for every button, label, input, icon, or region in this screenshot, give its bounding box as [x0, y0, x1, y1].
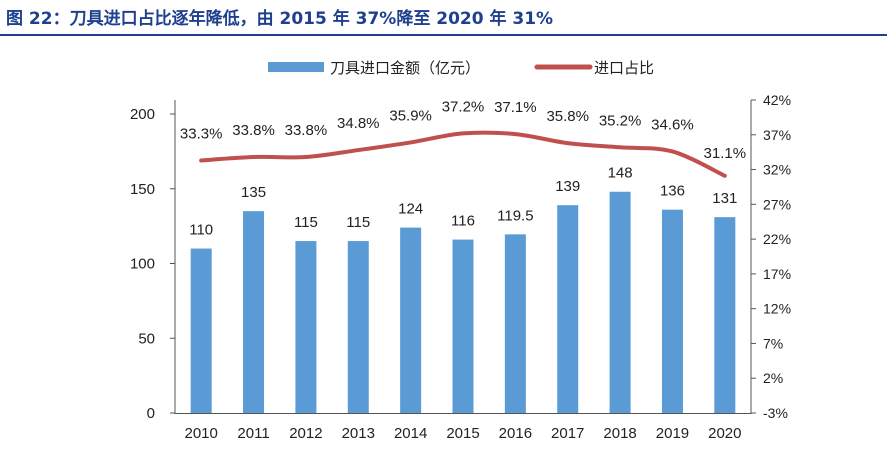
bar-2014	[400, 227, 422, 413]
line-value-label: 34.6%	[651, 116, 694, 133]
right-tick-label: -3%	[763, 405, 788, 421]
x-tick-label: 2016	[499, 425, 532, 442]
line-value-label: 35.8%	[546, 108, 589, 125]
line-point-2018	[619, 146, 621, 148]
line-value-label: 37.2%	[442, 98, 485, 115]
bar-value-label: 135	[241, 184, 266, 201]
right-tick-label: 2%	[763, 370, 783, 386]
bar-2011	[243, 211, 265, 413]
title-rule	[0, 34, 887, 36]
bar-2020	[714, 217, 736, 413]
right-tick-label: 12%	[763, 301, 791, 317]
right-tick-label: 37%	[763, 127, 791, 143]
right-tick-label: 42%	[763, 92, 791, 108]
line-point-2013	[357, 149, 359, 151]
right-tick-label: 27%	[763, 196, 791, 212]
line-point-2010	[200, 160, 202, 162]
legend-line-label: 进口占比	[594, 59, 654, 77]
x-ticks: 2010 2011 2012 2013 2014 2015 2016 2017 2018 2019…	[184, 425, 741, 442]
x-tick-label: 2020	[708, 425, 741, 442]
line-point-2015	[462, 132, 464, 134]
line-value-label: 35.2%	[599, 112, 642, 129]
bar-value-label: 124	[398, 201, 423, 218]
bar-2017	[557, 205, 579, 413]
left-tick-label: 100	[130, 256, 155, 273]
x-tick-label: 2018	[603, 425, 636, 442]
figure-title: 图 22：刀具进口占比逐年降低，由 2015 年 37%降至 2020 年 31…	[6, 9, 554, 29]
x-tick-label: 2015	[446, 425, 479, 442]
bar-value-label: 116	[451, 213, 475, 230]
right-tick-label: 22%	[763, 231, 791, 247]
line-series	[199, 130, 727, 178]
bar-2016	[504, 234, 526, 413]
line-labels: 33.3% 33.8% 33.8% 34.8% 35.9% 37.2% 37.1% 35.8%…	[180, 98, 746, 161]
line-value-label: 33.8%	[232, 122, 275, 139]
line-point-2014	[410, 141, 412, 143]
left-ticks: 0 50 100 150 200	[130, 106, 175, 422]
line-value-label: 31.1%	[704, 145, 747, 162]
right-tick-label: 17%	[763, 266, 791, 282]
import-share-line	[199, 130, 727, 178]
bar-2015	[452, 239, 474, 413]
bar-value-label: 115	[346, 214, 370, 231]
bar-value-label: 136	[660, 183, 685, 200]
x-tick-label: 2019	[656, 425, 689, 442]
bar-value-label: 115	[294, 214, 318, 231]
bar-value-label: 119.5	[497, 207, 533, 224]
legend-bar-label: 刀具进口金额（亿元）	[330, 59, 480, 77]
bar-value-label: 110	[189, 222, 213, 239]
bar-value-label: 139	[555, 178, 580, 195]
line-value-label: 33.8%	[285, 122, 328, 139]
right-ticks: -3% 2% 7% 12% 17% 22% 27% 32% 37% 42%	[751, 92, 791, 421]
bar-value-label: 131	[712, 190, 737, 207]
line-point-2020	[724, 175, 726, 177]
left-tick-label: 150	[130, 181, 155, 198]
line-value-label: 37.1%	[494, 99, 537, 116]
left-tick-label: 0	[147, 405, 155, 422]
line-point-2012	[305, 156, 307, 158]
bar-2018	[609, 191, 631, 413]
line-point-2017	[567, 142, 569, 144]
x-tick-label: 2013	[342, 425, 375, 442]
right-tick-label: 7%	[763, 335, 783, 351]
bars	[190, 191, 736, 413]
bar-labels: 110 135 115 115 124 116 119.5 139 148 136 131	[189, 165, 737, 239]
bar-2012	[295, 241, 317, 413]
x-tick-label: 2014	[394, 425, 427, 442]
right-tick-label: 32%	[763, 162, 791, 178]
x-tick-label: 2010	[184, 425, 217, 442]
bar-2019	[661, 209, 683, 413]
line-value-label: 33.3%	[180, 126, 223, 143]
bar-2013	[347, 241, 369, 413]
x-tick-label: 2012	[289, 425, 322, 442]
left-tick-label: 200	[130, 106, 155, 123]
line-point-2011	[253, 156, 255, 158]
x-tick-label: 2017	[551, 425, 584, 442]
bar-2010	[190, 248, 212, 413]
line-point-2016	[514, 133, 516, 135]
legend-bar-swatch	[268, 62, 324, 72]
legend: 刀具进口金额（亿元） 进口占比	[268, 59, 654, 77]
bar-value-label: 148	[608, 165, 633, 182]
line-point-2019	[671, 150, 673, 152]
x-tick-label: 2011	[237, 425, 269, 442]
left-tick-label: 50	[138, 330, 155, 347]
line-value-label: 35.9%	[389, 107, 432, 124]
line-value-label: 34.8%	[337, 115, 380, 132]
